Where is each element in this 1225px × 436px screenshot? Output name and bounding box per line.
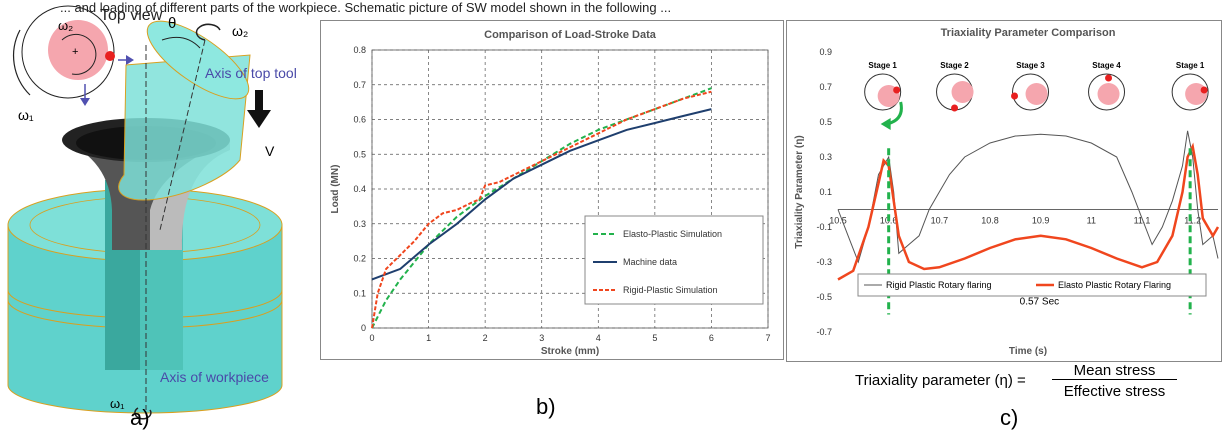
panel-b-label: b)	[536, 394, 556, 419]
tool-axis	[159, 39, 206, 231]
y-tick-label: 0.2	[353, 254, 366, 264]
panel-c-label: c)	[1000, 405, 1019, 430]
omega2-label: ω₂	[58, 18, 73, 33]
stage-label: Stage 1	[1176, 61, 1205, 70]
stage-tool-disc	[951, 81, 974, 103]
axis-workpiece-label: Axis of workpiece	[160, 369, 269, 385]
x-tick-label: 4	[596, 333, 601, 343]
chart-b: Comparison of Load-Stroke Data 0 1 2 3 4 5 6 7 0 0…	[330, 29, 771, 357]
stage-contact-dot	[893, 86, 901, 94]
omega2-tool-label: ω₂	[232, 23, 248, 39]
legend-label: Elasto Plastic Rotary Flaring	[1058, 280, 1171, 290]
y-tick-label: 0.9	[819, 47, 832, 57]
down-arrow-icon	[247, 110, 271, 128]
axis-top-tool-label: Axis of top tool	[205, 65, 297, 81]
y-tick-label: 0	[361, 323, 366, 333]
x-tick-label: 2	[483, 333, 488, 343]
formula-lhs: Triaxiality parameter (η) =	[855, 372, 1026, 389]
chart-b-title: Comparison of Load-Stroke Data	[484, 29, 657, 41]
stage-contact-dot	[951, 104, 959, 112]
x-tick-label: 11.1	[1134, 216, 1151, 226]
x-tick-label: 10.9	[1032, 216, 1050, 226]
x-tick-label: 7	[765, 333, 770, 343]
series-line	[837, 142, 1220, 281]
y-tick-label: 0.6	[353, 115, 366, 125]
y-tick-label: 0.3	[819, 152, 832, 162]
x-tick-label: 11	[1087, 216, 1096, 226]
plot-area	[371, 49, 769, 329]
series-line	[837, 130, 1219, 264]
contact-point-dot	[105, 51, 115, 61]
y-tick-label: 0.1	[353, 288, 366, 298]
legend-label: Rigid-Plastic Simulation	[623, 285, 718, 295]
y-tick-label: 0.7	[353, 80, 366, 90]
y-tick-label: 0.7	[819, 82, 832, 92]
x-tick-label: 10.8	[981, 216, 999, 226]
legend-label: Rigid Plastic Rotary flaring	[886, 280, 992, 290]
stage-label: Stage 4	[1092, 61, 1121, 70]
chart-c-frame	[786, 20, 1222, 362]
v-label: V	[265, 143, 275, 159]
duration-label: 0.57 Sec	[1020, 296, 1059, 307]
y-axis-label: Load (MN)	[330, 165, 341, 214]
stage-label: Stage 1	[868, 61, 897, 70]
top-view-circle	[21, 5, 115, 99]
stage-contact-dot	[1011, 92, 1019, 100]
legend-label: Elasto-Plastic Simulation	[623, 229, 722, 239]
x-tick-label: 11.2	[1184, 216, 1201, 226]
x-tick-label: 0	[369, 333, 374, 343]
x-tick-label: 5	[652, 333, 657, 343]
y-tick-label: 0.8	[353, 45, 366, 55]
y-axis-label: Triaxiality Parameter (η)	[794, 135, 805, 248]
y-tick-label: -0.1	[816, 222, 832, 232]
x-tick-label: 6	[709, 333, 714, 343]
series-line	[371, 90, 712, 329]
omega1-bottom-label: ω₁	[110, 396, 125, 411]
stage-label: Stage 3	[1016, 61, 1045, 70]
rotation-arrowhead-icon	[880, 118, 891, 130]
plus-sign: +	[72, 46, 78, 58]
x-tick-label: 10.5	[829, 216, 847, 226]
panel-a-schematic: + Top view ω₂ ω₁ θ ω₂ Axis of top tool V…	[7, 5, 297, 430]
stage-label: Stage 2	[940, 61, 969, 70]
caption-fragment: ... and loading of different parts of th…	[60, 0, 672, 15]
y-tick-label: -0.5	[816, 292, 832, 302]
y-tick-label: 0.5	[819, 117, 832, 127]
stage-tool-disc	[1097, 83, 1120, 105]
y-tick-label: -0.7	[816, 327, 832, 337]
x-tick-label: 3	[539, 333, 544, 343]
y-tick-label: 0.3	[353, 219, 366, 229]
legend-box	[857, 273, 1207, 297]
chart-c-title: Triaxiality Parameter Comparison	[941, 27, 1116, 39]
chart-c: Triaxiality Parameter Comparison 0.9 0.7 0.…	[794, 27, 1220, 357]
panel-a-label: a)	[130, 405, 150, 430]
y-tick-label: 0.4	[353, 184, 366, 194]
x-tick-label: 10.7	[931, 216, 949, 226]
omega2-arc	[61, 33, 97, 75]
formula-numerator: Mean stress	[1052, 362, 1177, 380]
stage-contact-dot	[1105, 74, 1113, 82]
top-view-label: Top view	[100, 7, 163, 24]
y-tick-label: 0.1	[819, 187, 832, 197]
x-axis-label: Stroke (mm)	[541, 346, 599, 357]
legend-label: Machine data	[623, 257, 677, 267]
formula-denominator: Effective stress	[1063, 383, 1166, 400]
theta-label: θ	[168, 15, 176, 32]
y-tick-label: 0.5	[353, 149, 366, 159]
omega1-arc	[13, 29, 31, 96]
stage-tool-disc	[1185, 83, 1208, 105]
omega1-label: ω₁	[18, 107, 34, 123]
series-line	[371, 108, 712, 281]
y-tick-label: -0.3	[816, 257, 832, 267]
x-axis-label: Time (s)	[1009, 346, 1047, 357]
stage-tool-disc	[1025, 83, 1048, 105]
x-tick-label: 1	[426, 333, 431, 343]
stage-contact-dot	[1200, 86, 1208, 94]
